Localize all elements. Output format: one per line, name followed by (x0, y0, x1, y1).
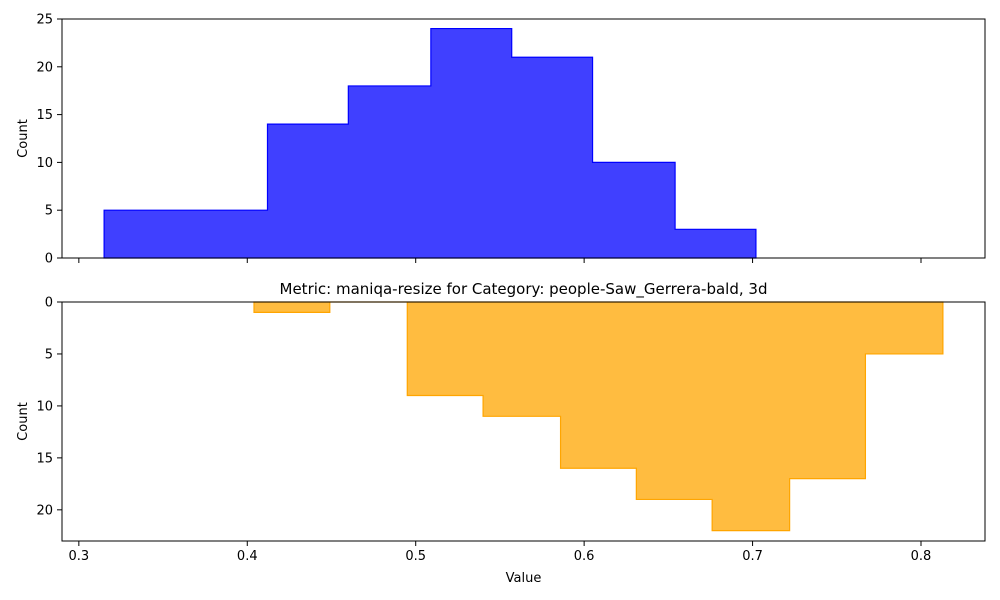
axes-frame (61, 301, 986, 542)
chart-title: Metric: maniqa-resize for Category: peop… (280, 280, 768, 299)
y-tick-label: 5 (45, 347, 53, 362)
y-axis-label: Count (16, 119, 31, 158)
y-tick-label: 20 (36, 503, 53, 518)
x-tick-label: 0.3 (68, 549, 89, 564)
y-tick-label: 0 (45, 252, 53, 267)
axes-frame (61, 18, 986, 259)
x-tick-label: 0.5 (405, 549, 426, 564)
y-tick-label: 5 (45, 204, 53, 219)
histogram-step-area (103, 27, 757, 259)
bottom-histogram-panel: 0.3 0.4 0.5 0.6 0.7 0.8 0 5 10 15 20 Count Value Metr… (16, 280, 986, 586)
x-tick-label: 0.8 (911, 549, 932, 564)
y-tick-label: 15 (36, 451, 53, 466)
x-tick-label: 0.6 (574, 549, 595, 564)
y-tick-label: 10 (36, 399, 53, 414)
x-tick-label: 0.7 (742, 549, 763, 564)
y-tick-label: 0 (45, 296, 53, 311)
top-histogram-panel: 0 5 10 15 20 25 Count (16, 13, 986, 267)
x-axis-label: Value (506, 571, 542, 586)
histogram-step-area (253, 301, 944, 532)
y-tick-label: 20 (36, 60, 53, 75)
y-tick-label: 10 (36, 156, 53, 171)
y-axis-label: Count (16, 402, 31, 441)
x-tick-label: 0.4 (237, 549, 258, 564)
y-tick-label: 25 (36, 13, 53, 28)
y-tick-label: 15 (36, 108, 53, 123)
